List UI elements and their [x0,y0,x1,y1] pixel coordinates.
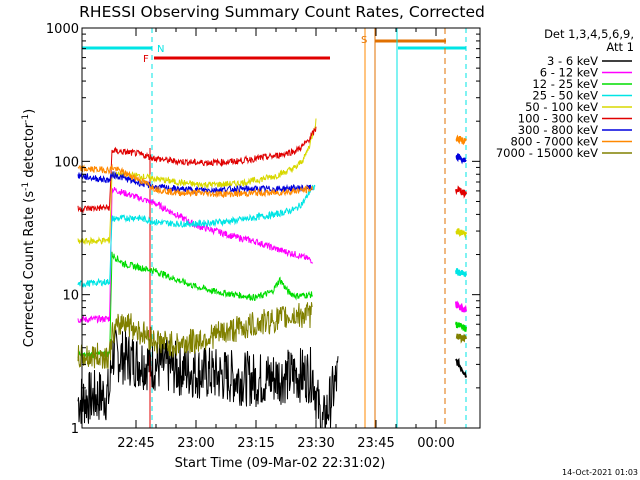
legend-label-5: 100 - 300 keV [518,112,598,126]
x-axis: 22:45 23:00 23:15 23:30 23:45 00:00 [117,28,455,451]
y-tick-label-2: 100 [54,155,79,170]
x-tick-label-5: 00:00 [417,436,454,451]
x-tick-label-4: 23:45 [357,436,394,451]
legend-label-8: 7000 - 15000 keV [496,146,598,160]
series-line-1 [77,187,313,324]
legend-label-0: 3 - 6 keV [547,54,598,68]
legend-header-line1: Det 1,3,4,5,6,9, [544,27,634,41]
legend-label-7: 800 - 7000 keV [510,135,598,149]
series-post-line-4 [455,228,467,239]
y-label-mid: detector [22,122,37,182]
x-tick-label-2: 23:15 [237,436,274,451]
y-axis: 1 10 100 1000 [46,22,480,437]
y-label-sup2: -1 [21,114,31,123]
series-line-0 [77,328,339,429]
x-axis-label: Start Time (09-Mar-02 22:31:02) [175,456,386,471]
y-label-main: Corrected Count Rate (s [22,191,37,348]
series-post-line-7 [455,134,467,146]
y-tick-label-0: 1 [71,422,79,437]
series-line-8 [77,302,313,369]
series-line-2 [77,251,313,359]
legend-label-1: 6 - 12 keV [540,66,598,80]
y-label-sup1: -1 [21,182,31,191]
plot-frame [81,27,481,429]
plot-area [77,28,467,429]
series-post-line-5 [455,185,467,199]
x-tick-label-3: 23:30 [297,436,334,451]
legend-header-line2: Att 1 [606,40,634,54]
series-post-line-1 [455,300,467,313]
series-line-3 [77,184,316,288]
flag-label-n: N [157,44,164,55]
flag-label-s: S [361,35,367,46]
y-axis-label: Corrected Count Rate (s-1 detector-1) [21,109,37,347]
legend-label-6: 300 - 800 keV [518,123,598,137]
x-tick-label-1: 23:00 [177,436,214,451]
legend-label-3: 25 - 50 keV [532,89,598,103]
series-post-line-0 [455,357,467,378]
series-post-line-6 [455,153,467,165]
series-line-7 [77,163,313,199]
series-post-line-8 [455,333,467,344]
series-post-line-3 [455,268,467,278]
y-tick-label-1: 10 [62,289,79,304]
flag-label-f: F [143,54,149,65]
timestamp: 14-Oct-2021 01:03 [562,468,638,477]
chart-title: RHESSI Observing Summary Count Rates, Co… [79,3,485,21]
legend-label-2: 12 - 25 keV [532,77,598,91]
observing-flags: N F S [143,35,367,65]
x-tick-label-0: 22:45 [117,436,154,451]
y-label-end: ) [22,109,37,114]
series-line-5 [77,126,317,214]
legend-label-4: 50 - 100 keV [525,100,598,114]
y-tick-label-3: 1000 [46,22,79,37]
series-post-line-2 [455,321,467,332]
